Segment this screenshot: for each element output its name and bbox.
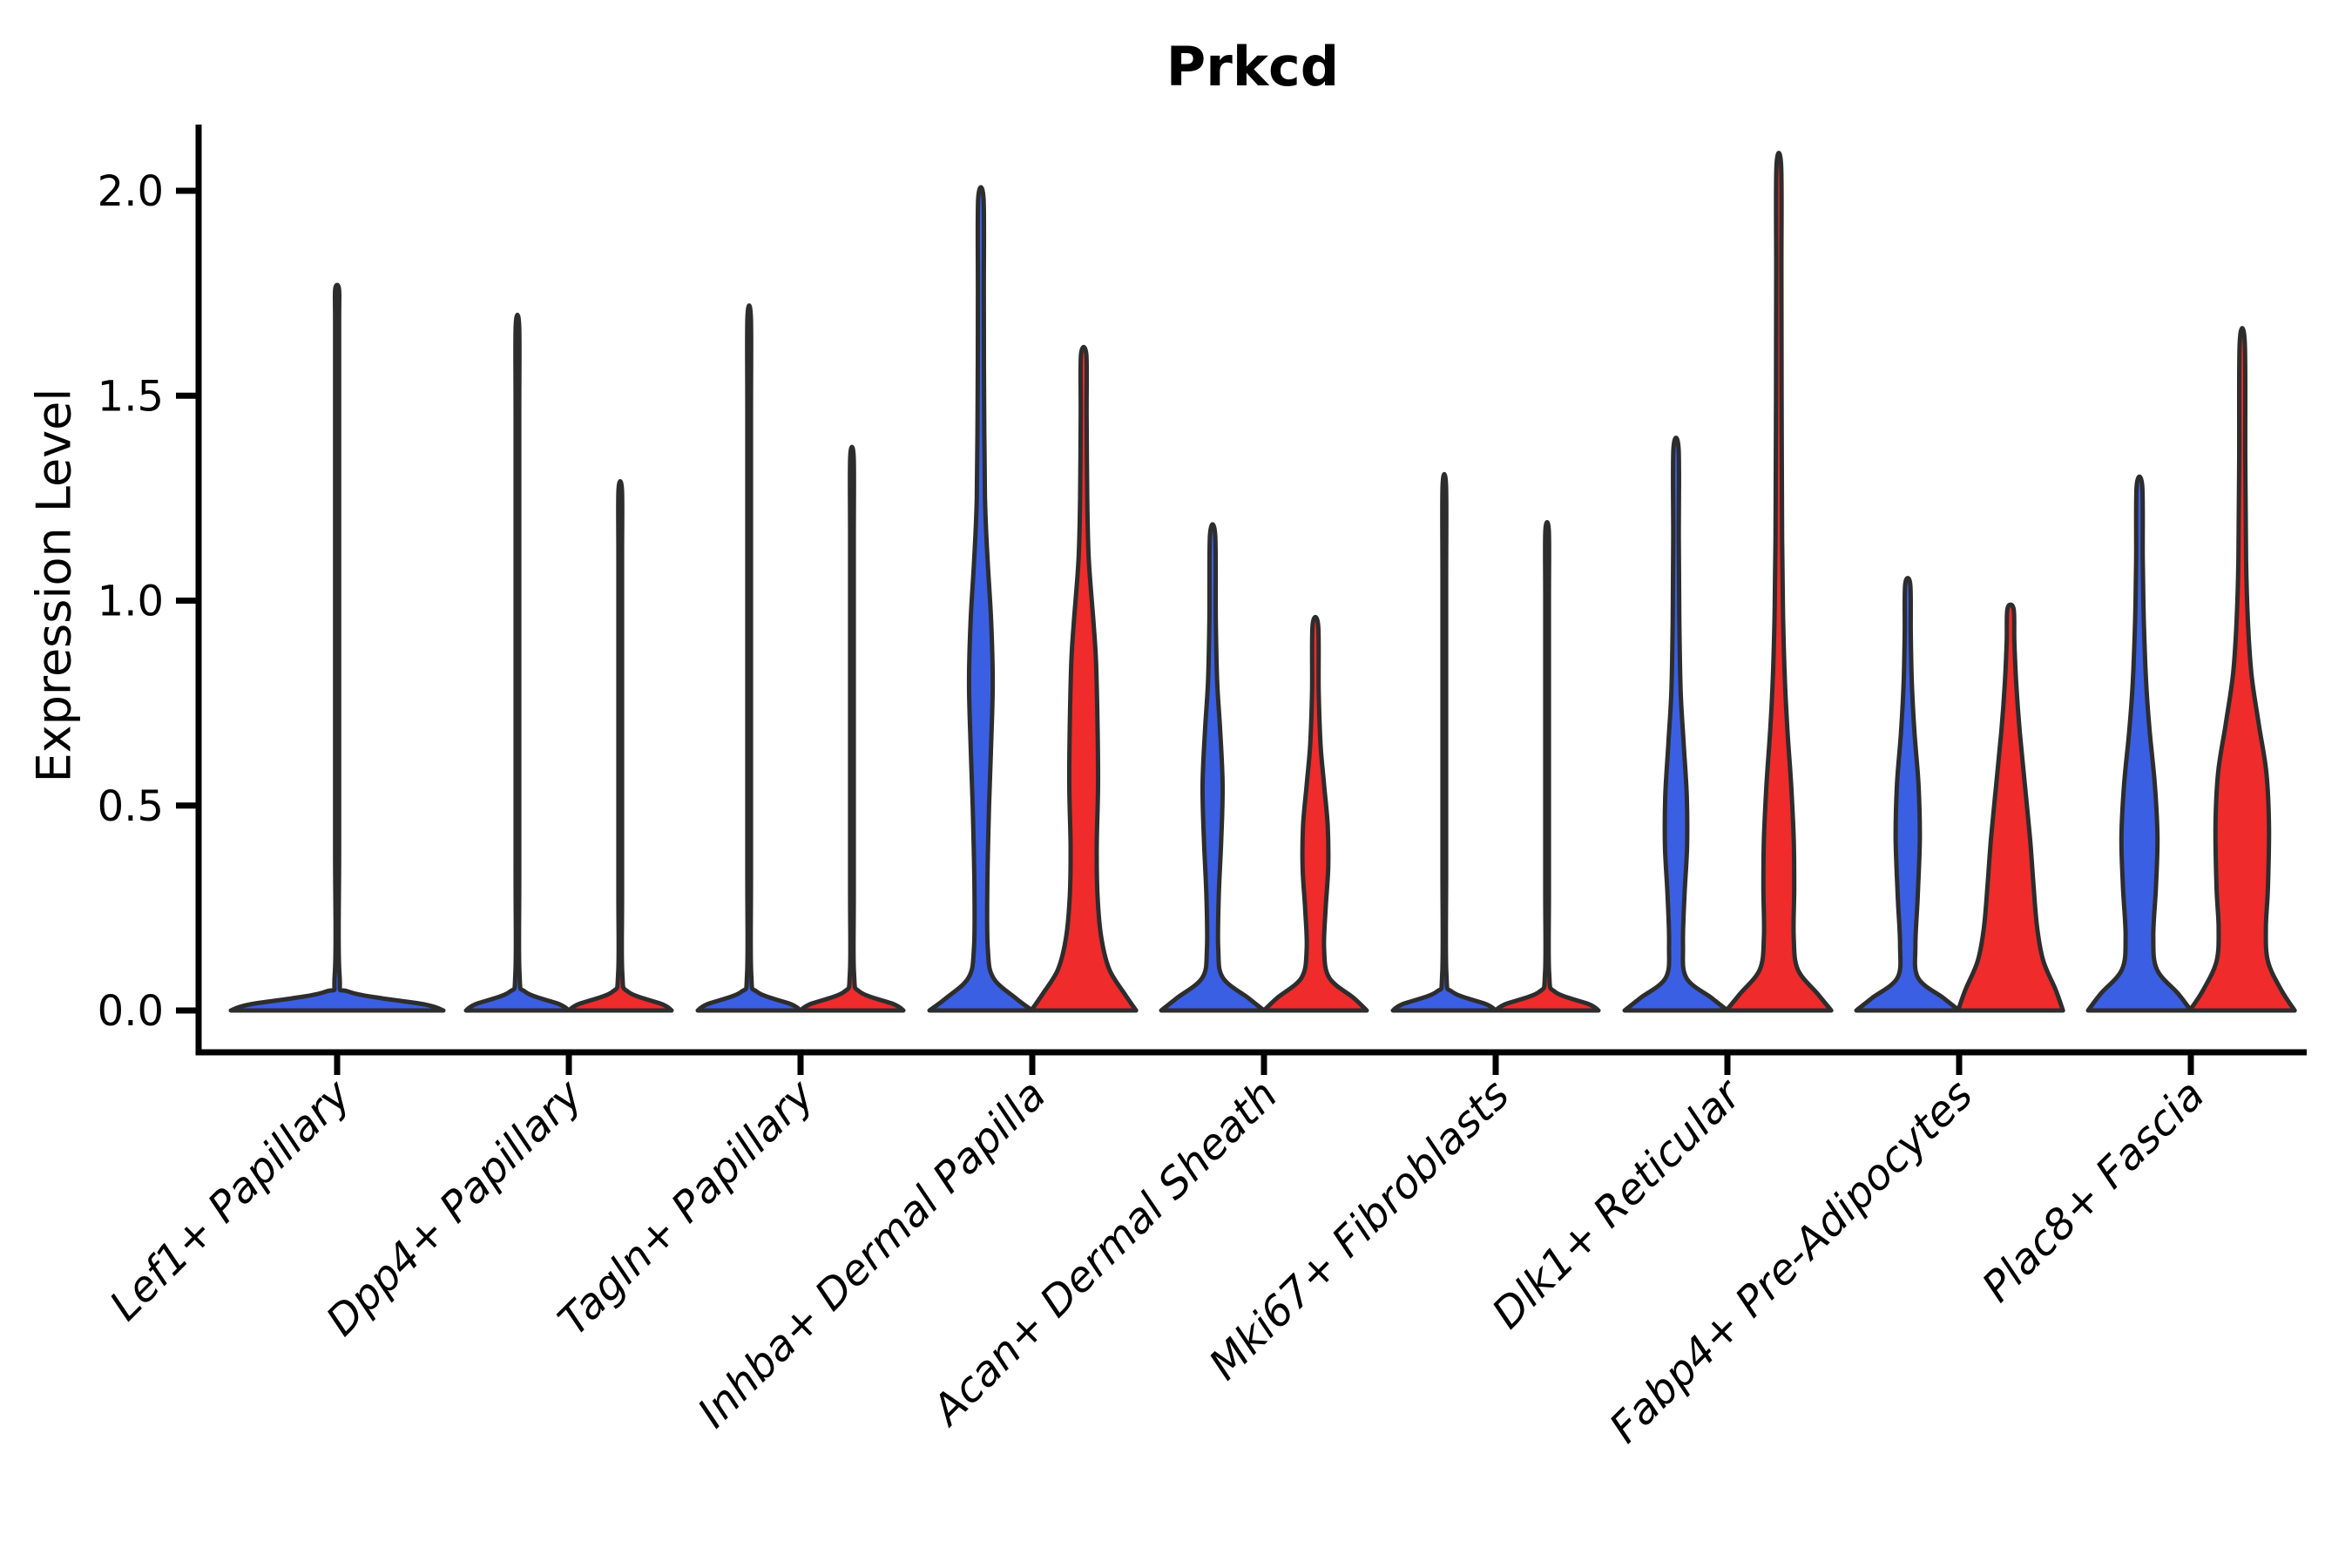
- violin-center-lef1-papillary: [228, 282, 446, 1013]
- y-tick-label: 1.5: [98, 372, 164, 421]
- violin-red-inhba-dermal-papilla: [1029, 344, 1139, 1013]
- violin-red-mki67-fibroblasts: [1493, 520, 1601, 1013]
- violin-blue-inhba-dermal-papilla: [927, 185, 1035, 1013]
- violin-red-dlk1-reticular: [1724, 151, 1834, 1013]
- violin-blue-fabp4-pre-adipocytes: [1854, 576, 1962, 1013]
- x-tick-label: Plac8+ Fascia: [1973, 1071, 2214, 1312]
- violin-red-fabp4-pre-adipocytes: [1956, 602, 2065, 1013]
- violin-blue-mki67-fibroblasts: [1390, 471, 1498, 1013]
- violin-blue-acan-dermal-sheath: [1159, 522, 1267, 1013]
- violin-blue-plac8-fascia: [2085, 474, 2193, 1013]
- x-tick-label: Lef1+ Papillary: [100, 1070, 361, 1330]
- violin-blue-dpp4-papillary: [463, 312, 571, 1013]
- x-tick-label: Dlk1+ Reticular: [1483, 1069, 1753, 1339]
- violin-red-plac8-fascia: [2187, 326, 2297, 1013]
- y-tick-label: 0.5: [98, 782, 164, 831]
- violin-red-dpp4-papillary: [566, 478, 674, 1013]
- y-tick-label: 1.0: [98, 578, 164, 626]
- y-tick-label: 0.0: [98, 987, 164, 1036]
- x-tick-label: Tagln+ Papillary: [549, 1070, 824, 1345]
- violin-blue-dlk1-reticular: [1622, 436, 1730, 1013]
- y-tick-labels: 0.0 0.5 1.0 1.5 2.0: [98, 167, 164, 1036]
- chart-title: Prkcd: [1166, 35, 1340, 98]
- axes-layer: [176, 125, 2307, 1075]
- violins-layer: [228, 151, 2297, 1013]
- violin-blue-tagln-papillary: [695, 303, 803, 1013]
- x-tick-label: Dpp4+ Papillary: [317, 1070, 592, 1345]
- violin-red-tagln-papillary: [798, 444, 906, 1013]
- violin-red-acan-dermal-sheath: [1261, 614, 1369, 1013]
- y-axis-title: Expression Level: [26, 388, 82, 783]
- y-tick-label: 2.0: [98, 167, 164, 216]
